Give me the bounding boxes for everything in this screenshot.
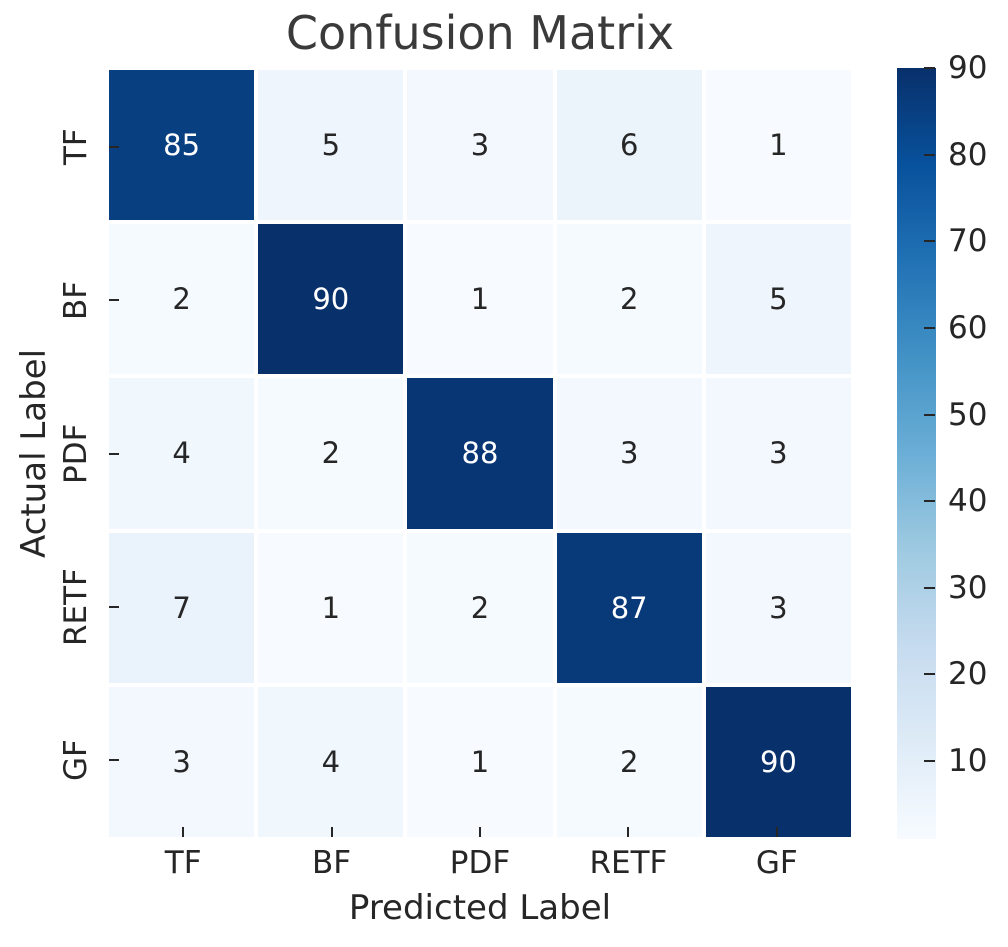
colorbar-tick-label: 40 (948, 483, 988, 520)
x-tick-mark (627, 827, 630, 837)
heatmap-cell: 5 (705, 224, 851, 375)
colorbar-tick-mark (924, 413, 935, 416)
x-tick-mark (775, 827, 778, 837)
cell-value: 1 (470, 744, 490, 779)
cell-value: 2 (619, 744, 639, 779)
cell-value: 5 (321, 128, 341, 163)
y-tick-label: TF (58, 128, 94, 166)
cell-value: 1 (470, 282, 490, 317)
cell-value: 3 (619, 436, 639, 471)
cell-value: 2 (172, 282, 191, 317)
colorbar-tick-mark (924, 67, 935, 69)
cell-value: 3 (470, 128, 490, 163)
heatmap-cell: 88 (407, 378, 553, 529)
heatmap-cell: 87 (556, 532, 702, 683)
cell-value: 1 (321, 590, 341, 625)
cell-value: 4 (172, 436, 191, 471)
heatmap-cell: 2 (109, 224, 255, 375)
heatmap-cell: 1 (258, 532, 404, 683)
x-tick-label: GF (755, 845, 798, 881)
heatmap-cell: 1 (407, 224, 553, 375)
colorbar-gradient (897, 68, 936, 839)
cell-value: 2 (470, 590, 490, 625)
colorbar (897, 68, 936, 839)
x-tick-label: TF (164, 845, 202, 881)
colorbar-tick-mark (924, 240, 935, 243)
heatmap-cell: 2 (556, 686, 702, 837)
heatmap-cell: 3 (705, 532, 851, 683)
heatmap-cell: 2 (258, 378, 404, 529)
heatmap-cell: 2 (556, 224, 702, 375)
y-tick-mark (109, 605, 119, 608)
cell-value: 7 (172, 590, 191, 625)
heatmap-cell: 1 (407, 686, 553, 837)
x-tick-mark (330, 827, 333, 837)
heatmap-cell: 4 (258, 686, 404, 837)
y-tick-label: PDF (58, 423, 94, 484)
chart-title: Confusion Matrix (285, 6, 675, 60)
heatmap-cell: 1 (705, 70, 851, 221)
heatmap-grid: 85 5 3 6 1 2 90 1 2 5 4 2 88 3 3 7 1 2 87 3 3 4 1 2 90 (109, 70, 851, 837)
heatmap-cell: 85 (109, 70, 255, 221)
heatmap-cell: 90 (258, 224, 404, 375)
colorbar-tick-label: 70 (948, 223, 988, 260)
cell-value: 3 (172, 744, 191, 779)
cell-value: 88 (461, 436, 499, 471)
heatmap-cell: 3 (407, 70, 553, 221)
cell-value: 3 (769, 590, 788, 625)
cell-value: 6 (619, 128, 639, 163)
heatmap-cell: 2 (407, 532, 553, 683)
cell-value: 87 (610, 590, 648, 625)
cell-value: 2 (619, 282, 639, 317)
y-tick-label: GF (58, 739, 94, 782)
cell-value: 4 (321, 744, 341, 779)
heatmap-cell: 3 (705, 378, 851, 529)
colorbar-tick-label: 30 (948, 569, 988, 606)
cell-value: 5 (769, 282, 788, 317)
colorbar-tick-mark (924, 586, 935, 589)
colorbar-tick-label: 20 (948, 656, 988, 693)
cell-value: 90 (312, 282, 350, 317)
colorbar-tick-mark (924, 500, 935, 503)
heatmap-cell: 7 (109, 532, 255, 683)
y-tick-mark (109, 452, 119, 455)
heatmap-cell: 4 (109, 378, 255, 529)
y-tick-label: RETF (58, 567, 94, 646)
x-axis-label: Predicted Label (348, 888, 612, 928)
colorbar-tick-mark (924, 760, 935, 763)
colorbar-tick-label: 10 (948, 743, 988, 780)
cell-value: 2 (321, 436, 341, 471)
x-tick-mark (182, 827, 185, 837)
colorbar-tick-mark (924, 153, 935, 156)
x-tick-mark (479, 827, 481, 837)
colorbar-tick-label: 60 (948, 309, 988, 346)
colorbar-tick-label: 90 (948, 50, 988, 86)
cell-value: 90 (759, 744, 797, 779)
x-tick-label: PDF (449, 845, 511, 881)
cell-value: 3 (769, 436, 788, 471)
y-tick-mark (109, 759, 119, 762)
colorbar-tick-label: 80 (948, 136, 988, 173)
colorbar-tick-mark (924, 673, 935, 676)
heatmap-cell: 3 (556, 378, 702, 529)
colorbar-tick-label: 50 (948, 396, 988, 433)
colorbar-tick-mark (924, 326, 935, 329)
cell-value: 85 (163, 128, 201, 163)
cell-value: 1 (769, 128, 788, 163)
y-axis-label: Actual Label (14, 348, 54, 559)
x-tick-label: BF (312, 845, 352, 881)
heatmap-cell: 90 (705, 686, 851, 837)
heatmap-cell: 5 (258, 70, 404, 221)
y-tick-mark (109, 145, 119, 148)
heatmap-cell: 6 (556, 70, 702, 221)
y-tick-label: BF (58, 280, 94, 320)
x-tick-label: RETF (589, 845, 668, 881)
y-tick-mark (109, 299, 119, 302)
heatmap-cell: 3 (109, 686, 255, 837)
